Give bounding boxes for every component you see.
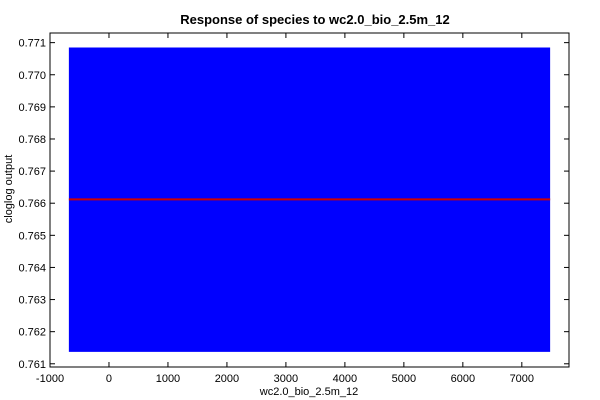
y-tick-label: 0.769 <box>18 102 46 114</box>
x-tick-label: 3000 <box>274 373 298 385</box>
y-tick-label: 0.764 <box>18 262 46 274</box>
x-tick-label: 5000 <box>392 373 416 385</box>
x-axis: -1000 0 1000 2000 3000 4000 5000 6000 7000 <box>36 33 534 385</box>
y-tick-label: 0.761 <box>18 359 46 371</box>
y-tick-label: 0.765 <box>18 230 46 242</box>
x-tick-label: 1000 <box>156 373 180 385</box>
x-tick-label: 2000 <box>215 373 239 385</box>
y-tick-label: 0.762 <box>18 327 46 339</box>
y-tick-label: 0.771 <box>18 38 46 50</box>
plot-area <box>68 47 551 352</box>
y-tick-label: 0.770 <box>18 70 46 82</box>
x-tick-label: 4000 <box>333 373 357 385</box>
x-axis-label: wc2.0_bio_2.5m_12 <box>259 386 358 398</box>
y-tick-label: 0.763 <box>18 295 46 307</box>
x-tick-label: 7000 <box>510 373 534 385</box>
x-tick-label: 6000 <box>451 373 475 385</box>
plot-frame <box>49 32 570 368</box>
y-axis-label: cloglog output <box>3 155 15 224</box>
y-axis: 0.761 0.762 0.763 0.764 0.765 0.766 0.767 0.768… <box>18 38 569 371</box>
chart-title: Response of species to wc2.0_bio_2.5m_12 <box>180 12 450 27</box>
x-tick-label: -1000 <box>36 373 64 385</box>
y-tick-label: 0.766 <box>18 198 46 210</box>
x-tick-label: 0 <box>106 373 112 385</box>
y-tick-label: 0.768 <box>18 134 46 146</box>
y-tick-label: 0.767 <box>18 166 46 178</box>
